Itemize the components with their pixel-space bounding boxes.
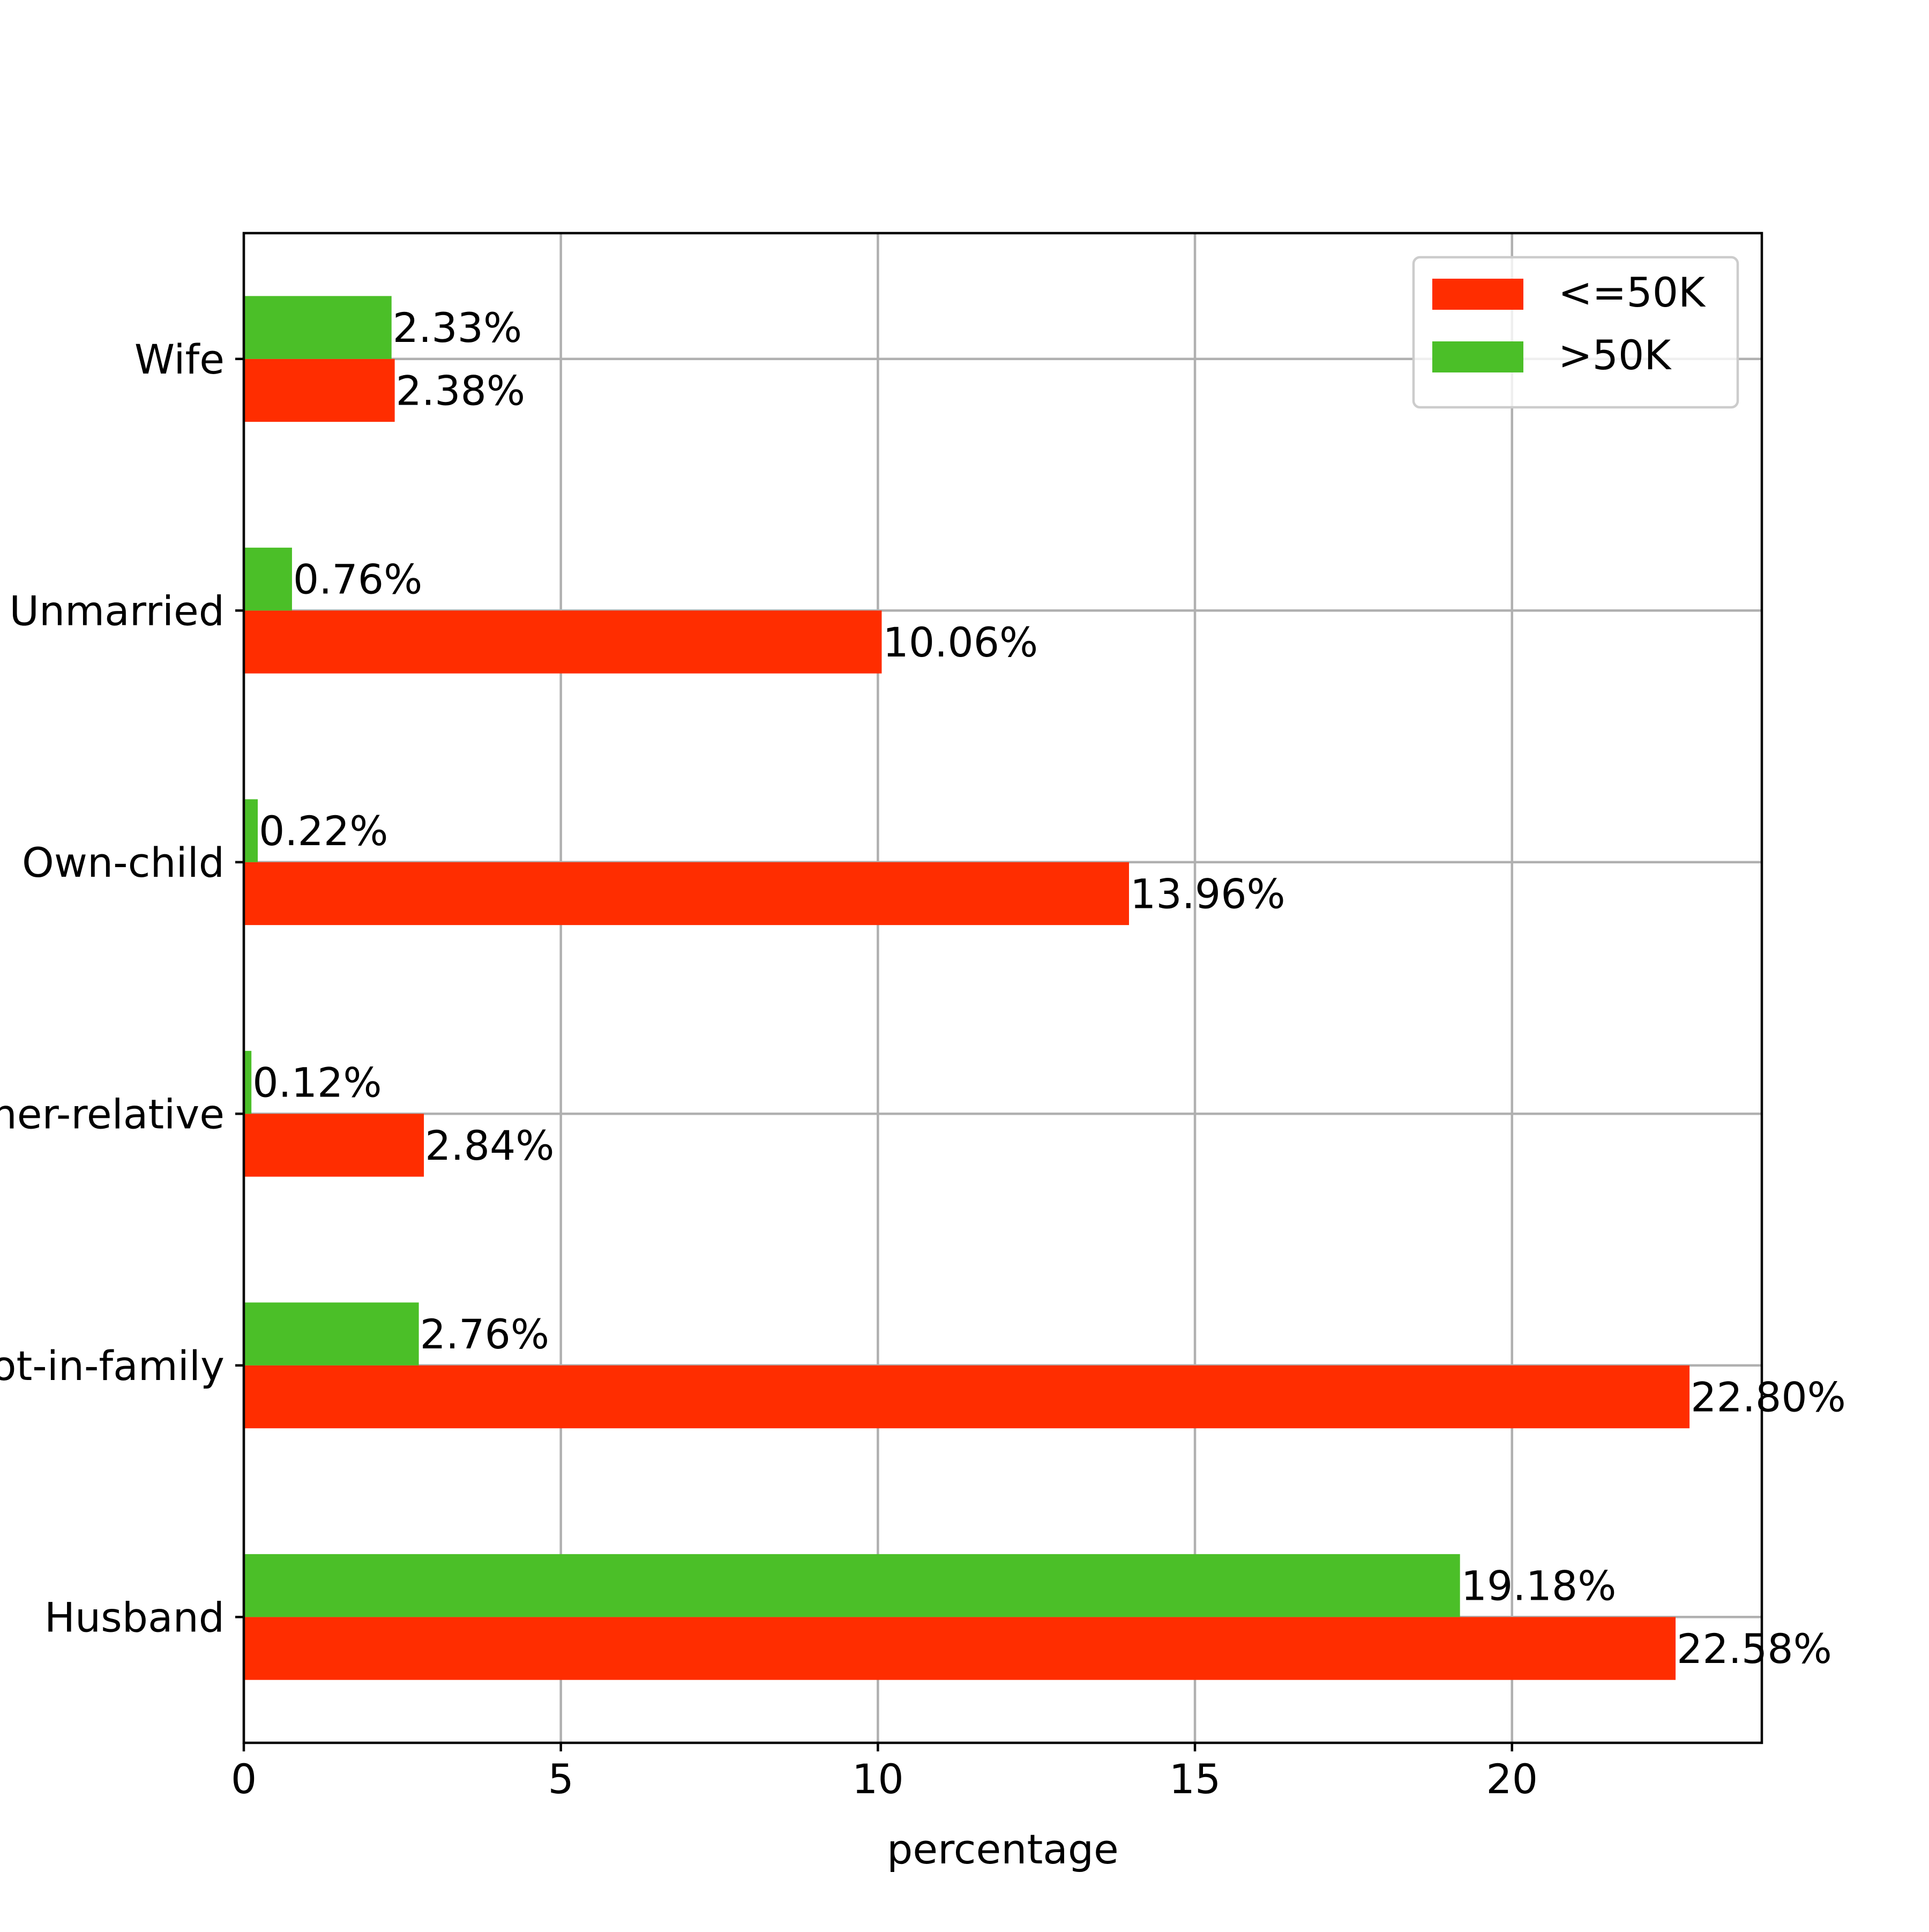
x-tick-label: 0 [231, 1755, 257, 1803]
legend-swatch [1432, 279, 1523, 310]
bar [244, 359, 395, 422]
bar [244, 1554, 1460, 1617]
y-tick-label: Wife [134, 335, 225, 383]
bar-value-label: 22.58% [1677, 1625, 1832, 1673]
bar [244, 799, 258, 862]
bar-value-label: 0.76% [293, 556, 422, 603]
legend-label: >50K [1558, 331, 1672, 379]
bar-value-label: 2.84% [425, 1122, 554, 1169]
x-tick-label: 5 [548, 1755, 574, 1803]
axes-frame [242, 232, 1763, 1744]
y-tick-label: Other-relative [0, 1090, 225, 1138]
bar [244, 1302, 419, 1366]
axis-ticks: 0 5 10 15 20 Husband Not-in-family Other-relati… [0, 335, 1538, 1803]
x-tick-label: 10 [852, 1755, 904, 1803]
bar-value-label: 2.38% [396, 367, 525, 414]
bars [244, 296, 1690, 1680]
value-labels: 22.58% 22.80% 2.84% 13.96% 10.06% 2.38% 19.18%… [252, 304, 1846, 1673]
x-axis-title: percentage [887, 1825, 1119, 1873]
bar [244, 1050, 252, 1114]
bar-value-label: 13.96% [1130, 870, 1285, 917]
bar [244, 610, 882, 674]
bar [244, 1365, 1690, 1429]
grid-lines [242, 233, 1762, 1743]
bar-value-label: 2.33% [393, 304, 522, 352]
bar [244, 547, 292, 611]
plot-frame [242, 232, 1763, 1744]
bar-value-label: 19.18% [1461, 1562, 1617, 1610]
bar [244, 1114, 424, 1177]
bar [244, 1617, 1676, 1680]
bar-value-label: 0.22% [259, 807, 388, 855]
bar-value-label: 22.80% [1691, 1373, 1846, 1421]
y-tick-label: Own-child [22, 839, 225, 886]
bar [244, 862, 1129, 926]
legend[interactable]: <=50K >50K [1412, 256, 1739, 409]
bar-value-label: 10.06% [883, 618, 1038, 666]
y-tick-label: Husband [44, 1593, 225, 1641]
bar-value-label: 0.12% [252, 1059, 382, 1107]
bar [244, 296, 392, 359]
x-tick-label: 15 [1169, 1755, 1221, 1803]
y-tick-label: Not-in-family [0, 1342, 225, 1390]
legend-swatch [1432, 341, 1523, 372]
legend-label: <=50K [1558, 268, 1706, 316]
bar-value-label: 2.76% [420, 1310, 549, 1358]
x-tick-label: 20 [1486, 1755, 1538, 1803]
y-tick-label: Unmarried [9, 587, 225, 635]
